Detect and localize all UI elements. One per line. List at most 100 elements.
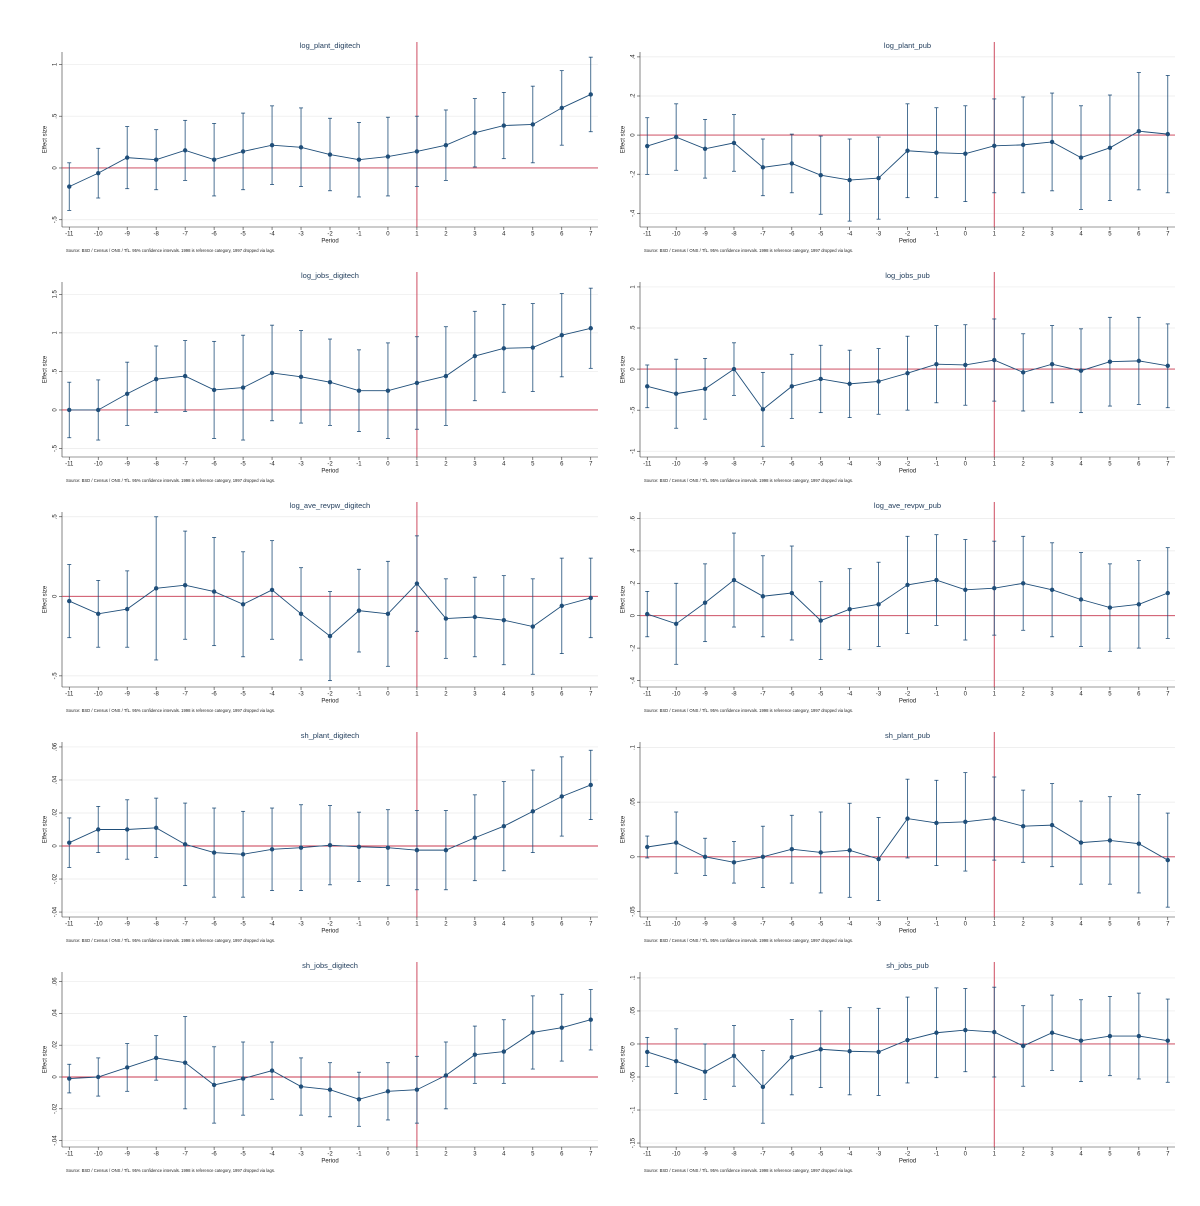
- x-tick-label: -6: [211, 692, 217, 698]
- x-tick-label: 6: [1137, 1152, 1141, 1158]
- point: [182, 148, 188, 153]
- x-tick-label: -2: [905, 232, 911, 238]
- point: [731, 366, 737, 372]
- x-tick-label: -4: [269, 232, 275, 238]
- x-tick-label: 2: [1022, 1152, 1026, 1158]
- point: [501, 617, 507, 623]
- point: [182, 1060, 188, 1065]
- x-tick-label: -2: [905, 462, 911, 468]
- point: [645, 844, 650, 850]
- point: [789, 846, 795, 852]
- x-tick-label: -9: [702, 462, 708, 468]
- panel: log_plant_pub-.4-.20.2.4-11 -10 -9 -8 -7 -6 -5…: [621, 41, 1175, 253]
- y-tick-label: -.05: [631, 1071, 637, 1082]
- x-tick-label: -3: [876, 462, 882, 468]
- point: [1049, 139, 1055, 145]
- x-axis-label: Period: [321, 1159, 338, 1165]
- x-tick-label: -9: [702, 232, 708, 238]
- x-tick-label: -8: [731, 462, 737, 468]
- x-tick-label: -11: [643, 1152, 652, 1158]
- x-tick-label: 4: [1079, 1152, 1083, 1158]
- point: [645, 1049, 650, 1055]
- point: [905, 1037, 910, 1043]
- y-tick-label: .05: [631, 797, 637, 806]
- x-tick-label: -10: [672, 1152, 681, 1158]
- point: [1165, 131, 1170, 137]
- point: [327, 380, 333, 385]
- point: [731, 860, 737, 865]
- point: [934, 150, 939, 155]
- point: [472, 353, 478, 359]
- point: [356, 1097, 362, 1102]
- point: [443, 1073, 449, 1078]
- point: [702, 386, 708, 392]
- y-axis-label: Effect size: [43, 585, 49, 613]
- x-tick-label: 5: [1108, 692, 1112, 698]
- y-axis-label: Effect size: [621, 125, 627, 153]
- x-tick-label: 2: [444, 232, 448, 238]
- point: [1107, 145, 1113, 151]
- x-tick-label: -8: [153, 232, 159, 238]
- x-tick-label: -5: [818, 922, 824, 928]
- y-tick-label: 0: [631, 1042, 637, 1046]
- point: [67, 184, 72, 189]
- x-tick-label: 1: [415, 232, 419, 238]
- x-tick-label: 7: [589, 1152, 593, 1158]
- y-axis-label: Effect size: [43, 1045, 49, 1073]
- point: [501, 1049, 507, 1054]
- panel: sh_plant_digitech-.04-.020.02.04.06-11 -1…: [43, 731, 598, 943]
- point: [876, 1049, 881, 1055]
- point: [992, 357, 997, 363]
- point: [1020, 370, 1026, 375]
- x-tick-label: 3: [473, 692, 477, 698]
- point: [702, 146, 708, 151]
- x-tick-label: 7: [589, 462, 593, 468]
- point: [327, 842, 333, 848]
- x-tick-label: -3: [298, 462, 304, 468]
- point: [588, 92, 593, 97]
- x-tick-label: -7: [182, 1152, 188, 1158]
- point: [1078, 1038, 1084, 1043]
- x-tick-label: -8: [731, 922, 737, 928]
- x-tick-label: 3: [1050, 232, 1054, 238]
- x-tick-label: -6: [211, 462, 217, 468]
- x-tick-label: 3: [473, 232, 477, 238]
- point: [1165, 857, 1170, 863]
- point: [934, 820, 939, 826]
- point: [96, 611, 101, 617]
- point: [96, 170, 101, 176]
- point: [182, 842, 188, 847]
- y-tick-label: 0: [631, 133, 637, 137]
- x-tick-label: 3: [1050, 1152, 1054, 1158]
- x-tick-label: -1: [356, 462, 362, 468]
- x-tick-label: 2: [1022, 462, 1026, 468]
- point: [472, 1052, 478, 1057]
- point: [963, 819, 968, 825]
- x-tick-label: 0: [386, 692, 390, 698]
- panel: log_plant_digitech-.50.51-11 -10 -9 -8 -7 -6-…: [43, 41, 598, 253]
- x-tick-label: -4: [847, 692, 853, 698]
- x-tick-label: 1: [415, 462, 419, 468]
- source-note: Source: BSD / Census / ONS / TfL. 95% co…: [66, 708, 275, 713]
- y-tick-label: .06: [53, 977, 59, 986]
- point: [356, 844, 362, 850]
- x-tick-label: -9: [702, 692, 708, 698]
- x-tick-label: -4: [847, 922, 853, 928]
- x-tick-label: -6: [211, 922, 217, 928]
- x-tick-label: -3: [298, 1152, 304, 1158]
- point: [443, 373, 449, 379]
- point: [1020, 1043, 1026, 1049]
- x-tick-label: -11: [65, 1152, 74, 1158]
- x-tick-label: -10: [94, 922, 103, 928]
- y-tick-label: .5: [53, 514, 59, 520]
- x-tick-label: -9: [125, 922, 131, 928]
- x-tick-label: -2: [905, 1152, 911, 1158]
- x-tick-label: -4: [269, 462, 275, 468]
- x-tick-label: 1: [993, 232, 997, 238]
- source-note: Source: BSD / Census / ONS / TfL. 95% co…: [644, 248, 853, 253]
- point: [414, 1087, 420, 1092]
- point: [96, 407, 101, 413]
- point: [124, 827, 130, 832]
- x-tick-label: -8: [153, 922, 159, 928]
- point: [1107, 1033, 1113, 1039]
